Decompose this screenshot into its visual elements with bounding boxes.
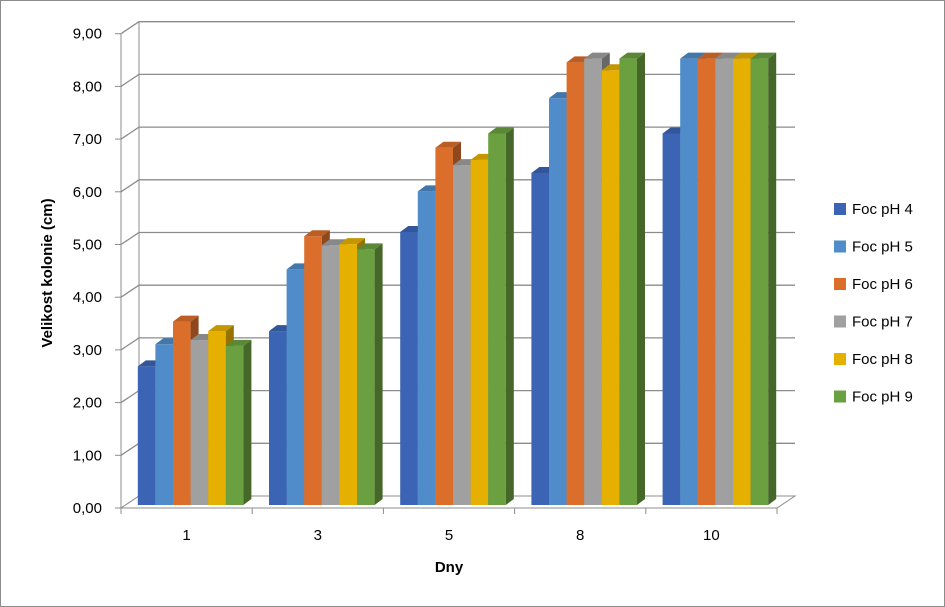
legend-swatch xyxy=(834,278,846,290)
legend-item: Foc pH 5 xyxy=(834,239,913,256)
bar-top xyxy=(619,52,645,59)
legend-label: Foc pH 5 xyxy=(852,239,913,256)
bar-front xyxy=(435,147,453,505)
x-tick-label: 8 xyxy=(576,527,584,544)
legend-item: Foc pH 9 xyxy=(834,389,913,406)
bar xyxy=(619,52,645,505)
bar-side xyxy=(768,52,777,505)
y-tick-label: 8,00 xyxy=(73,78,102,95)
bar-front xyxy=(453,165,471,505)
bar-top xyxy=(697,52,724,59)
bar-front xyxy=(584,58,602,505)
legend-label: Foc pH 7 xyxy=(852,314,913,331)
y-tick-label: 9,00 xyxy=(73,26,102,43)
bar-front xyxy=(173,321,191,505)
bar-top xyxy=(750,52,777,59)
legend-item: Foc pH 6 xyxy=(834,276,913,293)
bar-front xyxy=(137,366,156,505)
y-tick-label: 6,00 xyxy=(73,184,102,201)
gridline xyxy=(120,21,795,35)
x-tick-label: 5 xyxy=(445,527,453,544)
legend-swatch xyxy=(834,390,846,403)
x-tick-label: 10 xyxy=(703,527,720,544)
bars xyxy=(137,52,777,506)
bar-front xyxy=(549,98,567,505)
bar-top xyxy=(733,52,759,59)
y-axis-ticks: 0,00 1,00 2,00 3,00 4,00 5,00 6,00 7,00 8,00 9,00 xyxy=(73,26,122,517)
bar-front xyxy=(662,133,681,505)
bar-top xyxy=(339,238,365,245)
bar-front xyxy=(190,340,209,505)
bar-top xyxy=(680,52,706,59)
y-tick-label: 2,00 xyxy=(73,395,102,412)
legend-item: Foc pH 8 xyxy=(834,351,913,368)
bar-top xyxy=(584,52,610,59)
bar-side xyxy=(374,243,383,505)
x-tick-label: 3 xyxy=(314,527,322,544)
bar-top xyxy=(488,127,514,134)
legend: Foc pH 4 Foc pH 5 Foc pH 6 Foc pH 7 Foc pH 8… xyxy=(834,201,913,406)
legend-label: Foc pH 4 xyxy=(852,201,913,218)
legend-swatch xyxy=(834,353,846,365)
bar-front xyxy=(680,58,698,505)
bar-front xyxy=(531,172,549,506)
y-tick-label: 0,00 xyxy=(73,500,102,517)
bar-front xyxy=(208,331,226,505)
bar-top xyxy=(715,52,741,59)
bar-front xyxy=(357,249,375,505)
x-axis-title: Dny xyxy=(435,559,464,576)
bar-front xyxy=(750,58,769,505)
y-tick-label: 3,00 xyxy=(73,342,102,359)
bar-front xyxy=(619,58,637,505)
x-tick-label: 1 xyxy=(182,527,190,544)
bar-side xyxy=(243,339,252,505)
bar-front xyxy=(733,58,751,505)
bar-front xyxy=(286,269,305,505)
legend-label: Foc pH 8 xyxy=(852,351,913,368)
bar-front xyxy=(339,244,357,505)
bar-top xyxy=(357,243,383,250)
legend-swatch xyxy=(834,203,846,215)
y-axis-title: Velikost kolonie (cm) xyxy=(39,198,56,347)
bar-front xyxy=(321,245,340,505)
bar-front xyxy=(225,345,244,505)
bar-side xyxy=(505,127,514,505)
bar-front xyxy=(470,159,489,505)
bar xyxy=(357,243,383,505)
legend-item: Foc pH 4 xyxy=(834,201,913,218)
bar-front xyxy=(715,58,733,505)
bar-front xyxy=(417,191,436,505)
bar-top xyxy=(435,141,461,148)
y-tick-label: 7,00 xyxy=(73,131,102,148)
bar xyxy=(225,339,252,505)
legend-label: Foc pH 9 xyxy=(852,389,913,406)
bar-front xyxy=(155,344,173,505)
bar-front xyxy=(304,236,322,506)
x-axis-ticks: 1 3 5 8 10 xyxy=(120,507,778,544)
y-tick-label: 5,00 xyxy=(73,237,102,254)
legend-item: Foc pH 7 xyxy=(834,314,913,331)
bar-front xyxy=(601,70,620,505)
bar-front xyxy=(400,232,418,505)
bar-side xyxy=(637,52,645,505)
bar xyxy=(488,127,514,505)
bar-front xyxy=(697,58,716,505)
bar-top xyxy=(173,315,199,322)
bar-front xyxy=(269,331,287,505)
bar-top xyxy=(208,325,234,332)
y-tick-label: 1,00 xyxy=(73,447,102,464)
legend-swatch xyxy=(834,240,846,253)
legend-swatch xyxy=(834,315,846,328)
bar-top xyxy=(304,230,330,237)
bar-front xyxy=(566,62,585,505)
bar-top xyxy=(225,339,252,346)
y-tick-label: 4,00 xyxy=(73,289,102,306)
bar xyxy=(750,52,777,505)
legend-label: Foc pH 6 xyxy=(852,276,913,293)
bar-front xyxy=(488,133,506,505)
